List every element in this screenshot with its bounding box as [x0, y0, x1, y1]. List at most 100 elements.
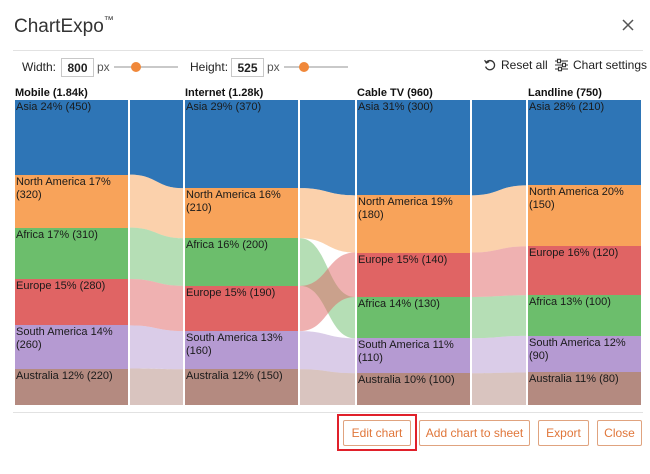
- node-internet-1-28k--asia[interactable]: Asia 29% (370): [185, 100, 298, 189]
- node-label-line: (90): [529, 349, 549, 362]
- node-label: Asia 24% (450): [16, 101, 128, 114]
- node-label: Australia 10% (100): [358, 374, 470, 387]
- node-landline-750--south-america[interactable]: South America 12% (90): [528, 335, 641, 373]
- export-button[interactable]: Export: [538, 420, 589, 446]
- flow-africa-0: [130, 227, 183, 286]
- node-label-line: Africa 17% (310): [16, 228, 98, 241]
- node-label-line: Europe 15% (190): [186, 286, 276, 299]
- node-label-line: North America 17%: [16, 175, 111, 188]
- node-cable-tv-960--asia[interactable]: Asia 31% (300): [357, 100, 470, 196]
- node-cable-tv-960--africa[interactable]: Africa 14% (130): [357, 296, 470, 339]
- chart-settings-label: Chart settings: [573, 58, 648, 72]
- node-mobile-1-84k--north-america[interactable]: North America 17% (320): [15, 174, 128, 228]
- node-label: Europe 16% (120): [529, 247, 641, 260]
- flow-north-america-1: [300, 188, 355, 253]
- flow-africa-1: [300, 238, 355, 339]
- node-label-line: (210): [186, 202, 212, 215]
- node-label: South America 11% (110): [358, 339, 470, 365]
- node-label: Africa 17% (310): [16, 229, 128, 242]
- node-cable-tv-960--north-america[interactable]: North America 19% (180): [357, 195, 470, 253]
- close-button[interactable]: Close: [597, 420, 642, 446]
- node-label-line: Australia 10% (100): [358, 374, 455, 387]
- node-label: Australia 12% (150): [186, 370, 298, 383]
- column-header-cable-tv-960-: Cable TV (960): [357, 87, 433, 99]
- node-landline-750--asia[interactable]: Asia 28% (210): [528, 100, 641, 186]
- node-label: North America 20% (150): [529, 186, 641, 212]
- flow-africa-2: [472, 295, 526, 339]
- node-label: Asia 31% (300): [358, 101, 470, 114]
- node-label-line: (110): [358, 352, 383, 365]
- node-label-line: South America 14%: [16, 326, 113, 339]
- node-label: South America 14% (260): [16, 326, 128, 352]
- node-label-line: Europe 15% (280): [16, 280, 106, 293]
- height-slider[interactable]: [284, 62, 348, 72]
- node-label-line: Africa 13% (100): [529, 296, 611, 309]
- node-label-line: (320): [16, 188, 42, 201]
- node-internet-1-28k--australia[interactable]: Australia 12% (150): [185, 369, 298, 405]
- width-slider[interactable]: [114, 62, 178, 72]
- add-chart-to-sheet-button[interactable]: Add chart to sheet: [419, 420, 530, 446]
- node-label-line: South America 13%: [186, 332, 283, 345]
- height-slider-thumb[interactable]: [298, 62, 309, 72]
- width-input[interactable]: [61, 58, 94, 77]
- node-landline-750--europe[interactable]: Europe 16% (120): [528, 246, 641, 296]
- node-label-line: Asia 28% (210): [529, 101, 605, 113]
- node-label: Europe 15% (190): [186, 287, 298, 300]
- node-label: Asia 28% (210): [529, 101, 641, 114]
- node-label-line: South America 12%: [529, 336, 626, 349]
- node-cable-tv-960--australia[interactable]: Australia 10% (100): [357, 373, 470, 405]
- flow-north-america-2: [472, 185, 526, 253]
- width-slider-track: [114, 66, 178, 68]
- chart-settings-button[interactable]: Chart settings: [554, 58, 647, 72]
- flow-europe-0: [130, 279, 183, 332]
- node-label: North America 19% (180): [358, 196, 470, 222]
- node-landline-750--africa[interactable]: Africa 13% (100): [528, 295, 641, 336]
- height-slider-track: [284, 66, 348, 68]
- node-cable-tv-960--europe[interactable]: Europe 15% (140): [357, 252, 470, 297]
- column-header-internet-1-28k-: Internet (1.28k): [185, 87, 264, 99]
- height-input[interactable]: [231, 58, 264, 77]
- node-label: Africa 16% (200): [186, 239, 298, 252]
- flow-australia-2: [472, 372, 526, 405]
- height-unit: px: [267, 60, 280, 74]
- node-label: Africa 14% (130): [358, 298, 470, 311]
- node-label: South America 12% (90): [529, 337, 641, 363]
- node-internet-1-28k--north-america[interactable]: North America 16% (210): [185, 188, 298, 239]
- width-label: Width:: [22, 60, 57, 74]
- node-mobile-1-84k--europe[interactable]: Europe 15% (280): [15, 279, 128, 326]
- node-label-line: Australia 12% (220): [16, 369, 113, 382]
- width-unit: px: [97, 60, 110, 74]
- node-mobile-1-84k--south-america[interactable]: South America 14% (260): [15, 325, 128, 369]
- node-label-line: South America 11%: [358, 339, 454, 352]
- node-label-line: North America 20%: [529, 186, 624, 199]
- trademark-mark: ™: [103, 15, 114, 26]
- flow-asia-0: [130, 100, 183, 189]
- width-slider-thumb[interactable]: [130, 62, 141, 72]
- node-label: North America 16% (210): [186, 189, 298, 215]
- node-cable-tv-960--south-america[interactable]: South America 11% (110): [357, 338, 470, 374]
- height-label: Height:: [190, 60, 229, 74]
- node-landline-750--australia[interactable]: Australia 11% (80): [528, 372, 641, 405]
- node-mobile-1-84k--asia[interactable]: Asia 24% (450): [15, 100, 128, 175]
- flow-north-america-0: [130, 174, 183, 239]
- column-header-landline-750-: Landline (750): [528, 87, 602, 99]
- node-label-line: Europe 16% (120): [529, 247, 619, 260]
- node-internet-1-28k--south-america[interactable]: South America 13% (160): [185, 331, 298, 370]
- node-label-line: (160): [186, 345, 212, 358]
- reset-all-button[interactable]: Reset all: [483, 58, 548, 72]
- node-internet-1-28k--africa[interactable]: Africa 16% (200): [185, 238, 298, 286]
- node-mobile-1-84k--australia[interactable]: Australia 12% (220): [15, 368, 128, 405]
- node-internet-1-28k--europe[interactable]: Europe 15% (190): [185, 285, 298, 332]
- node-mobile-1-84k--africa[interactable]: Africa 17% (310): [15, 227, 128, 279]
- node-label-line: Australia 11% (80): [529, 373, 619, 386]
- node-label-line: Europe 15% (140): [358, 253, 448, 266]
- node-landline-750--north-america[interactable]: North America 20% (150): [528, 185, 641, 247]
- dialog-title-text: ChartExpo: [14, 16, 104, 37]
- node-label-line: Asia 24% (450): [16, 101, 92, 113]
- node-label-line: Asia 29% (370): [186, 101, 262, 113]
- close-icon[interactable]: [619, 16, 637, 34]
- node-label-line: Africa 16% (200): [186, 239, 268, 252]
- flow-south-america-2: [472, 335, 526, 374]
- edit-chart-button[interactable]: Edit chart: [343, 420, 411, 446]
- footer-divider: [13, 412, 643, 413]
